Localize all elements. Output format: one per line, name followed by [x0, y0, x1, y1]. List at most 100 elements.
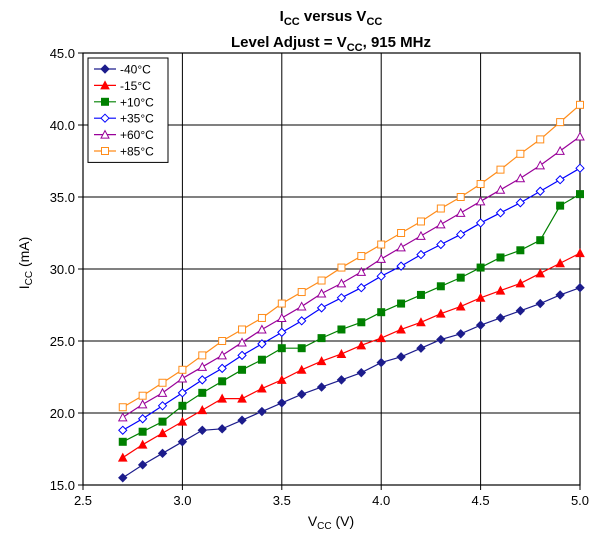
data-point [576, 100, 584, 109]
data-point [396, 242, 406, 252]
data-point [197, 361, 208, 371]
data-point [475, 320, 486, 330]
data-point [456, 273, 465, 282]
data-point [118, 473, 128, 483]
data-point [475, 292, 486, 302]
data-point [536, 236, 545, 245]
title2-rest: , 915 MHz [363, 34, 431, 51]
data-point [495, 184, 506, 194]
data-point [396, 324, 406, 334]
data-point [316, 356, 327, 366]
title2-sub: CC [347, 42, 363, 54]
data-point [238, 365, 247, 374]
series-line [122, 167, 581, 431]
data-point [138, 391, 147, 400]
data-point [238, 325, 247, 334]
data-point [436, 204, 445, 213]
legend-marker [100, 80, 110, 90]
data-point [396, 352, 406, 362]
data-point [257, 339, 267, 349]
series-4 [117, 131, 585, 422]
data-point [257, 355, 266, 364]
data-point [118, 425, 128, 435]
data-point [377, 308, 386, 317]
legend-marker [100, 129, 110, 139]
data-point [237, 337, 247, 347]
data-point [297, 288, 306, 297]
data-point [178, 401, 187, 410]
data-point [516, 246, 525, 255]
data-point [456, 329, 466, 339]
y-tick-label: 35.0 [50, 190, 75, 205]
data-point [356, 283, 367, 293]
xlabel-rest: (V) [332, 513, 355, 529]
data-point [476, 263, 485, 272]
data-point [316, 288, 327, 298]
legend-item: -15°C [94, 79, 151, 93]
data-point [296, 389, 307, 399]
data-point [257, 313, 266, 322]
data-point [157, 387, 168, 397]
data-point [158, 378, 167, 387]
data-point [496, 165, 505, 174]
x-tick-label: 4.5 [472, 493, 490, 508]
data-point [137, 460, 148, 470]
series-layer [117, 100, 585, 483]
data-point [436, 334, 446, 345]
data-point [198, 388, 207, 397]
data-point [177, 373, 188, 383]
data-point [277, 398, 287, 408]
data-point [377, 240, 386, 249]
data-point [376, 253, 387, 263]
data-point [515, 306, 526, 316]
data-point [556, 118, 565, 127]
y-tick-label: 40.0 [50, 118, 75, 133]
data-point [515, 278, 526, 288]
data-point [455, 207, 466, 217]
x-axis-label: VCC (V) [308, 513, 354, 532]
x-tick-label: 2.5 [74, 493, 92, 508]
data-point [316, 303, 327, 313]
data-point [336, 375, 347, 385]
data-point [397, 229, 406, 237]
plot-border [82, 52, 581, 486]
x-tick-label: 4.0 [372, 493, 390, 508]
data-point [555, 145, 565, 155]
series-5 [118, 100, 584, 412]
data-point [376, 333, 387, 343]
data-point [237, 393, 247, 403]
data-point [177, 416, 188, 426]
data-point [137, 439, 148, 449]
data-point [575, 131, 585, 141]
series-3 [118, 163, 585, 435]
x-tick-label: 5.0 [571, 493, 589, 508]
legend-item: +85°C [94, 145, 154, 159]
data-point [277, 327, 287, 338]
y-tick-label: 45.0 [50, 46, 75, 61]
data-point [177, 388, 188, 398]
data-point [137, 414, 148, 424]
data-point [217, 424, 227, 434]
data-point [177, 437, 188, 447]
data-point [495, 313, 506, 323]
data-point [277, 299, 286, 308]
data-point [157, 428, 168, 438]
data-point [356, 367, 367, 378]
data-point [117, 452, 128, 462]
legend-label: +10°C [120, 95, 154, 109]
data-point [218, 337, 227, 345]
data-point [456, 229, 466, 240]
data-point [197, 375, 207, 385]
data-point [157, 401, 168, 411]
data-point [555, 290, 565, 300]
data-point [416, 290, 425, 299]
chart-title-line1: ICC versus VCC [280, 8, 383, 28]
title1-sub2: CC [366, 16, 382, 28]
data-point [436, 282, 445, 291]
data-point [138, 427, 147, 436]
data-point [376, 271, 386, 281]
data-point [436, 239, 446, 250]
data-point [117, 412, 128, 422]
data-point [576, 190, 584, 199]
